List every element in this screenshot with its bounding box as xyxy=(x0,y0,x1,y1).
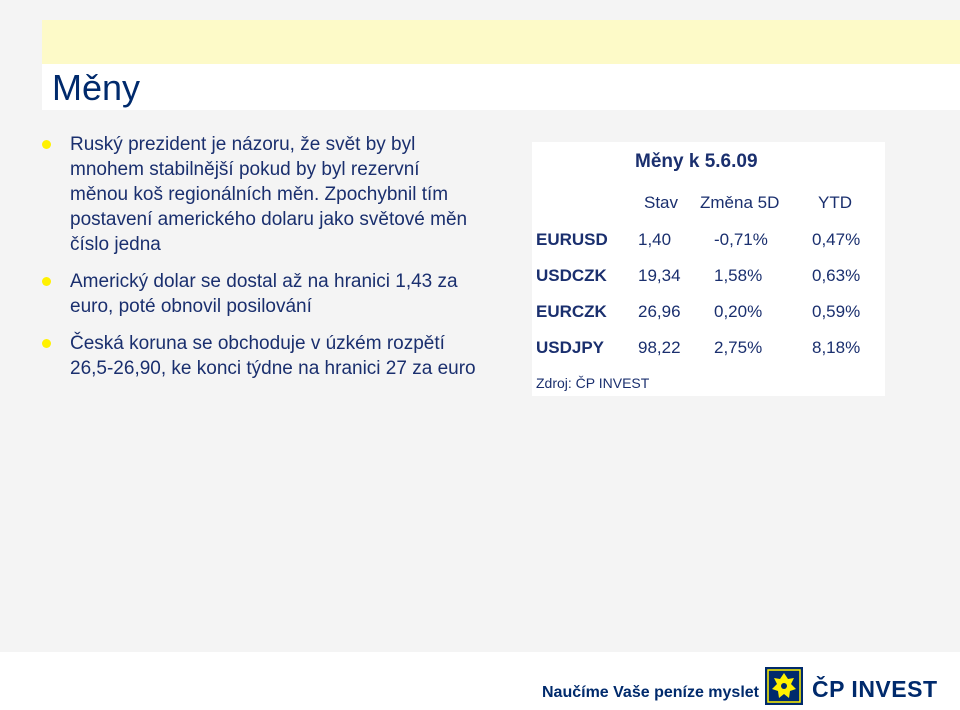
source-note: Zdroj: ČP INVEST xyxy=(536,375,650,391)
title-band xyxy=(42,64,960,110)
cell-ytd: 0,59% xyxy=(812,302,861,321)
currency-pair: USDCZK xyxy=(536,266,607,285)
cell-stav: 26,96 xyxy=(638,302,681,321)
page-title: Měny xyxy=(52,67,141,108)
currency-table: Měny k 5.6.09 Stav Změna 5D YTD EURUSD 1… xyxy=(532,142,885,396)
bullet-text: Česká koruna se obchoduje v úzkém rozpět… xyxy=(70,333,476,379)
cell-ytd: 0,63% xyxy=(812,266,861,285)
cell-zmena: 1,58% xyxy=(714,266,763,285)
table-row: EURCZK 26,96 0,20% 0,59% xyxy=(532,301,885,323)
bullet-dot-icon xyxy=(42,277,51,286)
table-title: Měny k 5.6.09 xyxy=(635,151,758,172)
bullet-list: Ruský prezident je názoru, že svět by by… xyxy=(40,132,480,393)
footer-brand: ČP INVEST xyxy=(812,676,938,702)
cell-zmena: 2,75% xyxy=(714,338,763,357)
cell-ytd: 8,18% xyxy=(812,338,861,357)
currency-pair: USDJPY xyxy=(536,338,605,357)
column-header-ytd: YTD xyxy=(818,193,852,212)
footer-slogan: Naučíme Vaše peníze myslet xyxy=(542,684,759,701)
cell-zmena: 0,20% xyxy=(714,302,763,321)
currency-pair: EURUSD xyxy=(536,230,608,249)
cell-ytd: 0,47% xyxy=(812,230,861,249)
cell-stav: 98,22 xyxy=(638,338,681,357)
lion-crest-icon xyxy=(765,667,803,705)
currency-pair: EURCZK xyxy=(536,302,607,321)
bullet-text: Americký dolar se dostal až na hranici 1… xyxy=(70,271,458,317)
bullet-item: Americký dolar se dostal až na hranici 1… xyxy=(40,269,480,319)
bullet-dot-icon xyxy=(42,339,51,348)
table-row: EURUSD 1,40 -0,71% 0,47% xyxy=(532,229,885,251)
column-header-zmena: Změna 5D xyxy=(700,193,780,212)
table-row: USDCZK 19,34 1,58% 0,63% xyxy=(532,265,885,287)
table-row: USDJPY 98,22 2,75% 8,18% xyxy=(532,337,885,359)
bullet-item: Ruský prezident je názoru, že svět by by… xyxy=(40,132,480,257)
bullet-text: Ruský prezident je názoru, že svět by by… xyxy=(70,134,468,255)
bullet-dot-icon xyxy=(42,140,51,149)
cell-stav: 1,40 xyxy=(638,230,672,249)
bullet-item: Česká koruna se obchoduje v úzkém rozpět… xyxy=(40,331,480,381)
header-accent-bar xyxy=(42,20,960,64)
cell-zmena: -0,71% xyxy=(714,230,768,249)
cell-stav: 19,34 xyxy=(638,266,681,285)
column-header-stav: Stav xyxy=(644,193,679,212)
